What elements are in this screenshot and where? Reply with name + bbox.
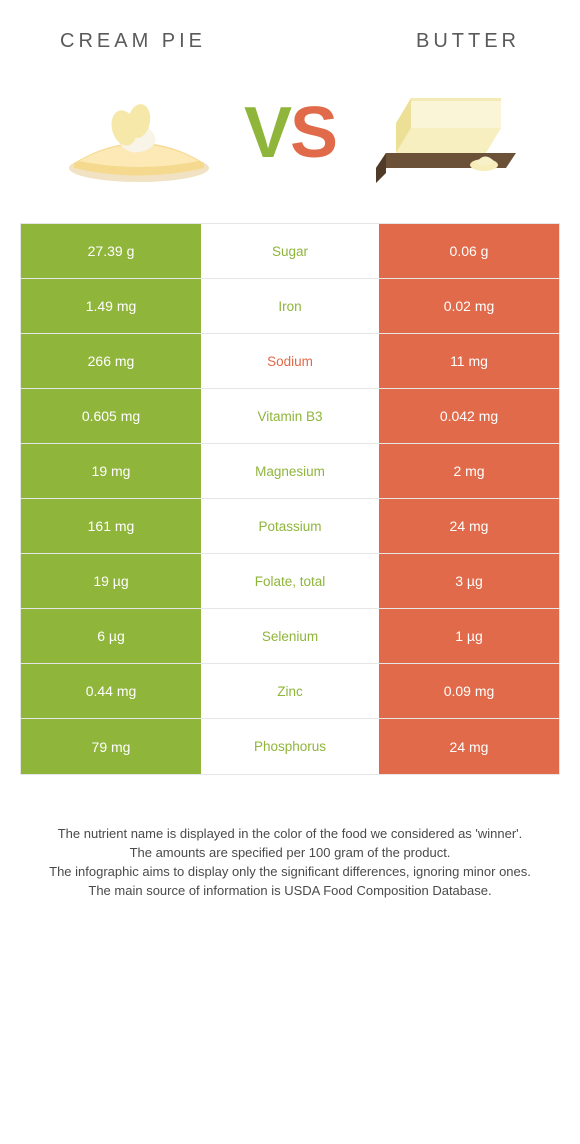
nutrient-table: 27.39 gSugar0.06 g1.49 mgIron0.02 mg266 …	[20, 223, 560, 775]
footer-notes: The nutrient name is displayed in the co…	[0, 775, 580, 900]
table-row: 6 µgSelenium1 µg	[21, 609, 559, 664]
table-row: 0.44 mgZinc0.09 mg	[21, 664, 559, 719]
hero: VS	[0, 73, 580, 213]
nutrient-label: Magnesium	[201, 444, 379, 498]
header: CREAM PIE BUTTER	[0, 0, 580, 73]
table-row: 161 mgPotassium24 mg	[21, 499, 559, 554]
value-right: 0.02 mg	[379, 279, 559, 333]
value-right: 1 µg	[379, 609, 559, 663]
value-left: 0.44 mg	[21, 664, 201, 718]
footer-line: The infographic aims to display only the…	[36, 863, 544, 882]
butter-image	[356, 73, 526, 193]
table-row: 0.605 mgVitamin B30.042 mg	[21, 389, 559, 444]
value-left: 19 µg	[21, 554, 201, 608]
value-right: 3 µg	[379, 554, 559, 608]
value-right: 0.06 g	[379, 224, 559, 278]
cream-pie-image	[54, 73, 224, 193]
value-right: 2 mg	[379, 444, 559, 498]
table-row: 1.49 mgIron0.02 mg	[21, 279, 559, 334]
table-row: 19 µgFolate, total3 µg	[21, 554, 559, 609]
nutrient-label: Potassium	[201, 499, 379, 553]
nutrient-label: Folate, total	[201, 554, 379, 608]
value-right: 0.09 mg	[379, 664, 559, 718]
value-left: 161 mg	[21, 499, 201, 553]
value-left: 79 mg	[21, 719, 201, 774]
value-left: 27.39 g	[21, 224, 201, 278]
value-right: 24 mg	[379, 499, 559, 553]
nutrient-label: Sugar	[201, 224, 379, 278]
nutrient-label: Selenium	[201, 609, 379, 663]
food-left-title: CREAM PIE	[60, 30, 206, 53]
table-row: 266 mgSodium11 mg	[21, 334, 559, 389]
nutrient-label: Vitamin B3	[201, 389, 379, 443]
value-left: 0.605 mg	[21, 389, 201, 443]
value-right: 11 mg	[379, 334, 559, 388]
nutrient-label: Sodium	[201, 334, 379, 388]
nutrient-label: Phosphorus	[201, 719, 379, 774]
vs-v: V	[244, 93, 290, 173]
value-left: 1.49 mg	[21, 279, 201, 333]
nutrient-label: Iron	[201, 279, 379, 333]
footer-line: The amounts are specified per 100 gram o…	[36, 844, 544, 863]
table-row: 19 mgMagnesium2 mg	[21, 444, 559, 499]
value-right: 0.042 mg	[379, 389, 559, 443]
nutrient-label: Zinc	[201, 664, 379, 718]
value-left: 266 mg	[21, 334, 201, 388]
value-left: 6 µg	[21, 609, 201, 663]
vs-label: VS	[244, 92, 336, 174]
table-row: 27.39 gSugar0.06 g	[21, 224, 559, 279]
footer-line: The main source of information is USDA F…	[36, 882, 544, 901]
value-left: 19 mg	[21, 444, 201, 498]
footer-line: The nutrient name is displayed in the co…	[36, 825, 544, 844]
table-row: 79 mgPhosphorus24 mg	[21, 719, 559, 774]
pie-icon	[54, 73, 224, 193]
butter-icon	[356, 73, 526, 193]
vs-s: S	[290, 93, 336, 173]
food-right-title: BUTTER	[416, 30, 520, 53]
value-right: 24 mg	[379, 719, 559, 774]
